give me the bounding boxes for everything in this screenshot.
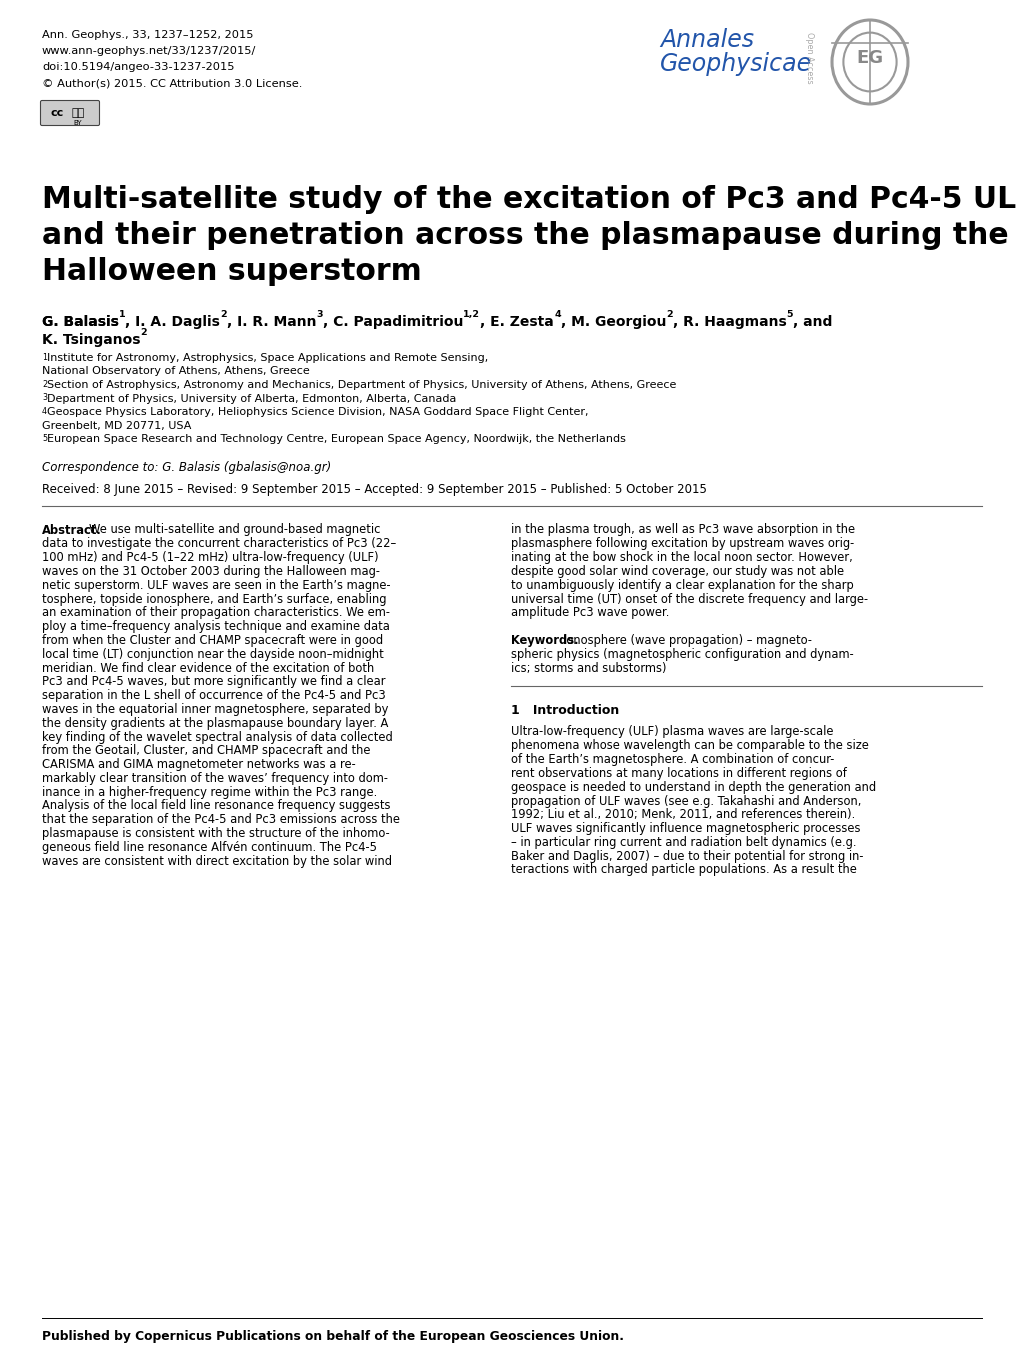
Text: from the Geotail, Cluster, and CHAMP spacecraft and the: from the Geotail, Cluster, and CHAMP spa… bbox=[42, 744, 370, 757]
Text: data to investigate the concurrent characteristics of Pc3 (22–: data to investigate the concurrent chara… bbox=[42, 537, 395, 550]
Text: Section of Astrophysics, Astronomy and Mechanics, Department of Physics, Univers: Section of Astrophysics, Astronomy and M… bbox=[47, 381, 676, 390]
Text: 4: 4 bbox=[553, 309, 560, 319]
Text: geneous field line resonance Alfvén continuum. The Pc4-5: geneous field line resonance Alfvén cont… bbox=[42, 841, 377, 854]
Text: to unambiguously identify a clear explanation for the sharp: to unambiguously identify a clear explan… bbox=[511, 578, 853, 592]
Text: 5: 5 bbox=[42, 434, 47, 443]
Text: K. Tsinganos: K. Tsinganos bbox=[42, 334, 141, 347]
Text: , and: , and bbox=[792, 315, 832, 330]
Text: Baker and Daglis, 2007) – due to their potential for strong in-: Baker and Daglis, 2007) – due to their p… bbox=[511, 850, 863, 862]
Text: of the Earth’s magnetosphere. A combination of concur-: of the Earth’s magnetosphere. A combinat… bbox=[511, 753, 834, 767]
Text: waves are consistent with direct excitation by the solar wind: waves are consistent with direct excitat… bbox=[42, 854, 391, 868]
Text: – in particular ring current and radiation belt dynamics (e.g.: – in particular ring current and radiati… bbox=[511, 835, 856, 849]
Text: 100 mHz) and Pc4-5 (1–22 mHz) ultra-low-frequency (ULF): 100 mHz) and Pc4-5 (1–22 mHz) ultra-low-… bbox=[42, 551, 378, 564]
Text: universal time (UT) onset of the discrete frequency and large-: universal time (UT) onset of the discret… bbox=[511, 593, 867, 605]
Text: geospace is needed to understand in depth the generation and: geospace is needed to understand in dept… bbox=[511, 780, 875, 794]
Text: CARISMA and GIMA magnetometer networks was a re-: CARISMA and GIMA magnetometer networks w… bbox=[42, 759, 356, 771]
Ellipse shape bbox=[832, 20, 907, 104]
Text: waves in the equatorial inner magnetosphere, separated by: waves in the equatorial inner magnetosph… bbox=[42, 703, 388, 716]
Text: Institute for Astronomy, Astrophysics, Space Applications and Remote Sensing,: Institute for Astronomy, Astrophysics, S… bbox=[47, 352, 488, 363]
Text: cc: cc bbox=[50, 108, 63, 118]
Text: EG: EG bbox=[856, 48, 882, 67]
Text: markably clear transition of the waves’ frequency into dom-: markably clear transition of the waves’ … bbox=[42, 772, 387, 785]
Text: 1992; Liu et al., 2010; Menk, 2011, and references therein).: 1992; Liu et al., 2010; Menk, 2011, and … bbox=[511, 808, 854, 822]
Text: Keywords.: Keywords. bbox=[511, 633, 578, 647]
Text: , M. Georgiou: , M. Georgiou bbox=[560, 315, 665, 330]
Text: 2: 2 bbox=[141, 328, 147, 336]
Text: 2: 2 bbox=[220, 309, 227, 319]
Text: ploy a time–frequency analysis technique and examine data: ploy a time–frequency analysis technique… bbox=[42, 620, 389, 633]
Text: Correspondence to: G. Balasis (gbalasis@noa.gr): Correspondence to: G. Balasis (gbalasis@… bbox=[42, 461, 331, 475]
Text: 3: 3 bbox=[42, 394, 47, 402]
Text: www.ann-geophys.net/33/1237/2015/: www.ann-geophys.net/33/1237/2015/ bbox=[42, 46, 256, 56]
Text: meridian. We find clear evidence of the excitation of both: meridian. We find clear evidence of the … bbox=[42, 662, 374, 674]
Text: ics; storms and substorms): ics; storms and substorms) bbox=[511, 662, 665, 675]
Text: and their penetration across the plasmapause during the 2003: and their penetration across the plasmap… bbox=[42, 221, 1019, 250]
Text: © Author(s) 2015. CC Attribution 3.0 License.: © Author(s) 2015. CC Attribution 3.0 Lic… bbox=[42, 78, 302, 87]
Text: the density gradients at the plasmapause boundary layer. A: the density gradients at the plasmapause… bbox=[42, 717, 388, 730]
Text: , I. R. Mann: , I. R. Mann bbox=[227, 315, 316, 330]
Text: that the separation of the Pc4-5 and Pc3 emissions across the: that the separation of the Pc4-5 and Pc3… bbox=[42, 814, 399, 826]
Text: G. Balasis: G. Balasis bbox=[42, 315, 119, 330]
Text: BY: BY bbox=[73, 120, 83, 126]
Text: from when the Cluster and CHAMP spacecraft were in good: from when the Cluster and CHAMP spacecra… bbox=[42, 633, 383, 647]
Text: , C. Papadimitriou: , C. Papadimitriou bbox=[323, 315, 463, 330]
Text: propagation of ULF waves (see e.g. Takahashi and Anderson,: propagation of ULF waves (see e.g. Takah… bbox=[511, 795, 860, 807]
Text: key finding of the wavelet spectral analysis of data collected: key finding of the wavelet spectral anal… bbox=[42, 730, 392, 744]
Text: Abstract.: Abstract. bbox=[42, 523, 102, 537]
Text: 4: 4 bbox=[42, 408, 47, 416]
Text: netic superstorm. ULF waves are seen in the Earth’s magne-: netic superstorm. ULF waves are seen in … bbox=[42, 578, 390, 592]
Text: 1: 1 bbox=[42, 352, 47, 362]
Text: Department of Physics, University of Alberta, Edmonton, Alberta, Canada: Department of Physics, University of Alb… bbox=[47, 394, 455, 404]
Text: plasmapause is consistent with the structure of the inhomo-: plasmapause is consistent with the struc… bbox=[42, 827, 389, 841]
Text: 1   Introduction: 1 Introduction bbox=[511, 703, 619, 717]
Text: European Space Research and Technology Centre, European Space Agency, Noordwijk,: European Space Research and Technology C… bbox=[47, 434, 626, 444]
Text: phenomena whose wavelength can be comparable to the size: phenomena whose wavelength can be compar… bbox=[511, 740, 868, 752]
Text: rent observations at many locations in different regions of: rent observations at many locations in d… bbox=[511, 767, 846, 780]
Text: ULF waves significantly influence magnetospheric processes: ULF waves significantly influence magnet… bbox=[511, 822, 860, 835]
Text: 2: 2 bbox=[42, 381, 47, 389]
Ellipse shape bbox=[843, 32, 896, 91]
Text: G. Balasis: G. Balasis bbox=[42, 315, 119, 330]
Text: Annales: Annales bbox=[659, 28, 753, 52]
Text: Ann. Geophys., 33, 1237–1252, 2015: Ann. Geophys., 33, 1237–1252, 2015 bbox=[42, 30, 254, 40]
Text: Geospace Physics Laboratory, Heliophysics Science Division, NASA Goddard Space F: Geospace Physics Laboratory, Heliophysic… bbox=[47, 408, 588, 417]
Text: Geophysicae: Geophysicae bbox=[659, 52, 811, 77]
Text: 2: 2 bbox=[665, 309, 673, 319]
Text: Published by Copernicus Publications on behalf of the European Geosciences Union: Published by Copernicus Publications on … bbox=[42, 1330, 624, 1344]
Text: Open Access: Open Access bbox=[805, 32, 814, 83]
Text: separation in the L shell of occurrence of the Pc4-5 and Pc3: separation in the L shell of occurrence … bbox=[42, 689, 385, 702]
Text: Analysis of the local field line resonance frequency suggests: Analysis of the local field line resonan… bbox=[42, 799, 390, 812]
Text: Received: 8 June 2015 – Revised: 9 September 2015 – Accepted: 9 September 2015 –: Received: 8 June 2015 – Revised: 9 Septe… bbox=[42, 483, 706, 496]
Text: National Observatory of Athens, Athens, Greece: National Observatory of Athens, Athens, … bbox=[42, 366, 310, 377]
Text: We use multi-satellite and ground-based magnetic: We use multi-satellite and ground-based … bbox=[89, 523, 380, 537]
Text: , E. Zesta: , E. Zesta bbox=[480, 315, 553, 330]
Text: Pc3 and Pc4-5 waves, but more significantly we find a clear: Pc3 and Pc4-5 waves, but more significan… bbox=[42, 675, 385, 689]
Text: , I. A. Daglis: , I. A. Daglis bbox=[125, 315, 220, 330]
Text: inating at the bow shock in the local noon sector. However,: inating at the bow shock in the local no… bbox=[511, 551, 852, 564]
Text: local time (LT) conjunction near the dayside noon–midnight: local time (LT) conjunction near the day… bbox=[42, 648, 383, 660]
Text: in the plasma trough, as well as Pc3 wave absorption in the: in the plasma trough, as well as Pc3 wav… bbox=[511, 523, 854, 537]
Text: ⓑⓎ: ⓑⓎ bbox=[71, 108, 85, 118]
Text: tosphere, topside ionosphere, and Earth’s surface, enabling: tosphere, topside ionosphere, and Earth’… bbox=[42, 593, 386, 605]
Text: doi:10.5194/angeo-33-1237-2015: doi:10.5194/angeo-33-1237-2015 bbox=[42, 62, 234, 73]
Text: spheric physics (magnetospheric configuration and dynam-: spheric physics (magnetospheric configur… bbox=[511, 648, 853, 660]
Text: 3: 3 bbox=[316, 309, 323, 319]
Text: Ionosphere (wave propagation) – magneto-: Ionosphere (wave propagation) – magneto- bbox=[562, 633, 811, 647]
Text: inance in a higher-frequency regime within the Pc3 range.: inance in a higher-frequency regime with… bbox=[42, 785, 377, 799]
Text: waves on the 31 October 2003 during the Halloween mag-: waves on the 31 October 2003 during the … bbox=[42, 565, 380, 578]
Text: Multi-satellite study of the excitation of Pc3 and Pc4-5 ULF waves: Multi-satellite study of the excitation … bbox=[42, 186, 1019, 214]
Text: Ultra-low-frequency (ULF) plasma waves are large-scale: Ultra-low-frequency (ULF) plasma waves a… bbox=[511, 725, 833, 738]
Text: Greenbelt, MD 20771, USA: Greenbelt, MD 20771, USA bbox=[42, 421, 192, 430]
Text: Halloween superstorm: Halloween superstorm bbox=[42, 257, 421, 286]
Text: teractions with charged particle populations. As a result the: teractions with charged particle populat… bbox=[511, 863, 856, 877]
Text: despite good solar wind coverage, our study was not able: despite good solar wind coverage, our st… bbox=[511, 565, 844, 578]
Text: plasmasphere following excitation by upstream waves orig-: plasmasphere following excitation by ups… bbox=[511, 537, 854, 550]
Text: , R. Haagmans: , R. Haagmans bbox=[673, 315, 786, 330]
Text: 1: 1 bbox=[119, 309, 125, 319]
FancyBboxPatch shape bbox=[41, 101, 100, 125]
Text: 1,2: 1,2 bbox=[463, 309, 480, 319]
Text: amplitude Pc3 wave power.: amplitude Pc3 wave power. bbox=[511, 607, 668, 619]
Text: 5: 5 bbox=[786, 309, 792, 319]
Text: an examination of their propagation characteristics. We em-: an examination of their propagation char… bbox=[42, 607, 389, 619]
